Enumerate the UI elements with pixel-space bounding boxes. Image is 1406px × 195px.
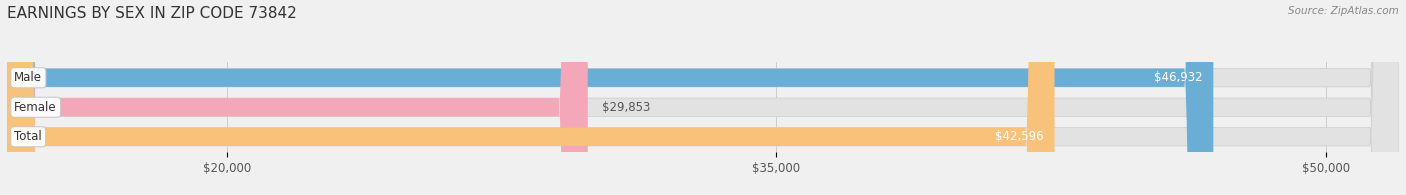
Text: Female: Female xyxy=(14,101,58,114)
Text: $29,853: $29,853 xyxy=(602,101,651,114)
Text: Total: Total xyxy=(14,130,42,143)
FancyBboxPatch shape xyxy=(7,0,1399,195)
FancyBboxPatch shape xyxy=(7,0,1213,195)
Text: Male: Male xyxy=(14,71,42,84)
Text: $46,932: $46,932 xyxy=(1154,71,1202,84)
Text: EARNINGS BY SEX IN ZIP CODE 73842: EARNINGS BY SEX IN ZIP CODE 73842 xyxy=(7,6,297,21)
FancyBboxPatch shape xyxy=(7,0,1054,195)
FancyBboxPatch shape xyxy=(7,0,1399,195)
FancyBboxPatch shape xyxy=(7,0,1399,195)
Text: $42,596: $42,596 xyxy=(995,130,1043,143)
FancyBboxPatch shape xyxy=(7,0,588,195)
Text: Source: ZipAtlas.com: Source: ZipAtlas.com xyxy=(1288,6,1399,16)
